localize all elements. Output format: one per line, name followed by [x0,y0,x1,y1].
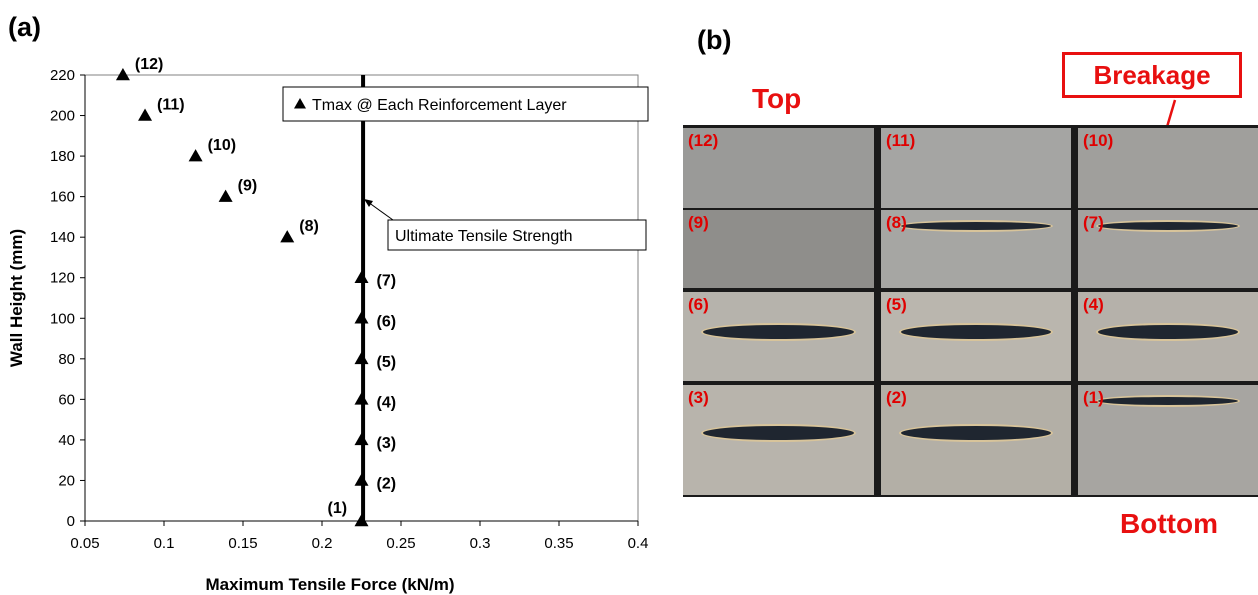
specimen-label: (6) [688,295,709,314]
specimen-label: (9) [688,213,709,232]
y-tick-label: 40 [58,432,75,449]
y-axis-label: Wall Height (mm) [7,229,26,367]
specimen-photo-9: (9) [683,210,874,288]
y-tick-label: 120 [50,270,75,287]
specimen-label: (12) [688,131,719,150]
data-point-label: (5) [377,354,397,371]
tear-mark [1096,395,1240,407]
legend-box [282,86,649,122]
specimen-photo-4: (4) [1078,292,1258,381]
data-point-label: (11) [157,97,185,114]
specimen-label: (2) [886,388,907,407]
tear-mark [701,323,856,342]
data-point [138,108,153,121]
tear-mark [899,220,1053,232]
specimen-photo-12: (12) [683,128,874,208]
annotation-label: Ultimate Tensile Strength [395,228,573,245]
legend-label: Tmax @ Each Reinforcement Layer [312,97,567,114]
tear-mark [899,423,1053,442]
data-point [115,68,130,81]
data-point [280,230,295,243]
y-tick-label: 200 [50,108,75,125]
tear-mark [1096,220,1240,232]
data-point-label: (1) [328,500,348,517]
panel-b-label: (b) [697,25,732,55]
specimen-photo-3: (3) [683,385,874,495]
x-tick-label: 0.2 [312,535,333,552]
specimen-label: (5) [886,295,907,314]
y-tick-label: 180 [50,148,75,165]
specimen-label: (8) [886,213,907,232]
y-tick-label: 140 [50,229,75,246]
bottom-label: Bottom [1120,508,1218,539]
specimen-photo-1: (1) [1078,385,1258,495]
data-point-label: (8) [299,218,319,235]
legend-marker [294,98,306,109]
specimen-label: (10) [1083,131,1114,150]
specimen-label: (7) [1083,213,1104,232]
annotation-arrowhead [364,199,373,207]
specimen-photo-5: (5) [881,292,1071,381]
data-point [354,392,369,405]
y-tick-label: 20 [58,472,75,489]
data-point [354,473,369,486]
data-point-label: (3) [377,435,397,452]
data-point-label: (12) [135,56,163,73]
x-tick-label: 0.15 [228,535,257,552]
specimen-photo-8: (8) [881,210,1071,288]
y-tick-label: 100 [50,310,75,327]
data-point-label: (10) [208,137,236,154]
x-tick-label: 0.1 [154,535,175,552]
tear-mark [1096,323,1240,342]
y-tick-label: 60 [58,391,75,408]
data-point-label: (6) [377,313,397,330]
y-tick-label: 160 [50,189,75,206]
specimen-photo-11: (11) [881,128,1071,208]
annotation-box [387,219,647,251]
specimen-label: (3) [688,388,709,407]
data-point-label: (7) [377,273,397,290]
breakage-callout: Breakage [1062,52,1242,98]
tear-mark [701,423,856,442]
specimen-photo-7: (7) [1078,210,1258,288]
specimen-photo-2: (2) [881,385,1071,495]
data-point [354,351,369,365]
x-tick-label: 0.25 [386,535,415,552]
x-axis-label: Maximum Tensile Force (kN/m) [205,575,454,594]
tear-mark [899,323,1053,342]
x-tick-label: 0.4 [628,535,649,552]
top-label: Top [752,83,802,114]
specimen-label: (4) [1083,295,1104,314]
specimen-photo-10: (10) [1078,128,1258,208]
specimen-label: (1) [1083,388,1104,407]
y-tick-label: 0 [67,513,75,530]
data-point [354,270,369,283]
y-tick-label: 220 [50,67,75,84]
specimen-label: (11) [886,131,916,150]
data-point-label: (2) [377,475,397,492]
specimen-photo-6: (6) [683,292,874,381]
data-point [354,514,369,527]
x-tick-label: 0.05 [70,535,99,552]
data-point [188,149,203,162]
data-point [354,311,369,324]
panel-a-label: (a) [8,12,41,42]
data-point-label: (9) [238,178,258,195]
data-point [218,189,233,202]
annotation-leader [367,201,394,221]
y-tick-label: 80 [58,351,75,368]
x-tick-label: 0.3 [470,535,491,552]
specimen-photo-grid: (12) (11) (10) (9) (8) (7) (6) (5) (4) (3) (2) (1) [683,125,1258,497]
x-tick-label: 0.35 [544,535,573,552]
data-point [354,432,369,446]
data-point-label: (4) [377,394,397,411]
